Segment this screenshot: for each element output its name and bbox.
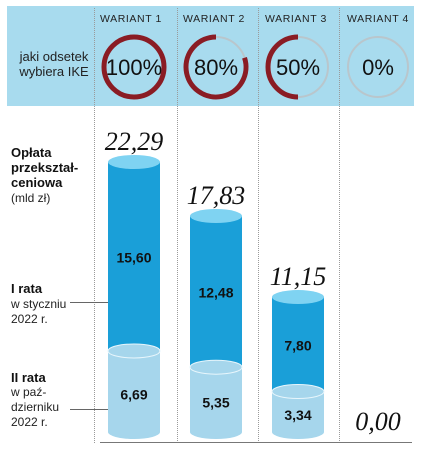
fee-unit: (mld zł): [11, 191, 51, 205]
variant-title-2: WARIANT 2: [183, 13, 245, 25]
bar-segment-rata2-3: [272, 391, 324, 439]
share-ring-2: [183, 34, 249, 100]
ike-share-label: jaki odsetek wybiera IKE: [12, 49, 96, 79]
bar-label-rata2-2: 5,35: [202, 395, 229, 411]
fee-label-line2: przekształ-: [11, 160, 79, 175]
bar-total-label-3: 11,15: [270, 262, 327, 291]
bar-label-rata2-1: 6,69: [120, 386, 147, 402]
rata1-desc-line1: w styczniu: [11, 297, 67, 311]
share-percent-label-2: 80%: [194, 55, 238, 80]
column-divider-4: [339, 8, 340, 443]
rata1-title: I rata: [11, 281, 43, 296]
rata2-desc-line1: w paź-: [11, 385, 47, 399]
bar-segment-rata2-1: [108, 350, 160, 439]
column-divider-2: [177, 8, 178, 443]
bar-segment-rata1-2: [190, 216, 242, 368]
rata1-desc-line2: 2022 r.: [11, 312, 48, 326]
bar-cap-1: [108, 155, 160, 169]
variant-title-1: WARIANT 1: [100, 13, 162, 25]
bar-total-label-4: 0,00: [355, 407, 401, 436]
bar-divider-1: [107, 343, 161, 359]
rata2-desc-line3: 2022 r.: [11, 415, 48, 429]
bar-segment-rata1-3: [272, 297, 324, 392]
share-percent-label-1: 100%: [106, 55, 162, 80]
rata1-pointer-line: [70, 302, 108, 303]
rata2-title: II rata: [11, 370, 46, 385]
bar-label-rata1-2: 12,48: [198, 285, 233, 301]
bar-cap-2: [190, 209, 242, 224]
chart-baseline: [100, 442, 412, 443]
ike-share-label-line1: jaki odsetek: [19, 49, 89, 64]
rata2-pointer-line: [70, 409, 108, 410]
share-ring-3: [265, 34, 299, 100]
fee-label-line3: ceniowa: [11, 175, 63, 190]
share-ring-track-4: [347, 36, 409, 98]
bar-segment-rata2-2: [190, 367, 242, 439]
bar-label-rata1-1: 15,60: [116, 249, 151, 265]
bar-label-rata2-3: 3,34: [284, 407, 311, 423]
share-percent-label-4: 0%: [362, 55, 394, 80]
bar-total-label-1: 22,29: [105, 127, 164, 156]
fee-label-line1: Opłata: [11, 145, 52, 160]
ike-share-band: [7, 6, 414, 106]
variant-title-4: WARIANT 4: [347, 13, 409, 25]
rata2-desc: w paź- dzierniku 2022 r.: [11, 385, 59, 430]
rata2-desc-line2: dzierniku: [11, 400, 60, 414]
share-ring-1: [101, 34, 167, 100]
bar-label-rata1-3: 7,80: [284, 337, 311, 353]
bar-cap-3: [272, 290, 324, 305]
ike-share-label-line2: wybiera IKE: [19, 64, 89, 79]
share-percent-label-3: 50%: [276, 55, 320, 80]
bar-segment-rata1-1: [108, 162, 160, 351]
bar-divider-2: [189, 359, 243, 375]
fee-label: Opłata przekształ- ceniowa: [11, 145, 78, 190]
bar-total-label-2: 17,83: [187, 181, 246, 210]
column-divider-1: [94, 8, 95, 443]
bar-divider-3: [271, 384, 325, 400]
variant-title-3: WARIANT 3: [265, 13, 327, 25]
rata1-desc: w styczniu 2022 r.: [11, 297, 66, 327]
column-divider-3: [258, 8, 259, 443]
